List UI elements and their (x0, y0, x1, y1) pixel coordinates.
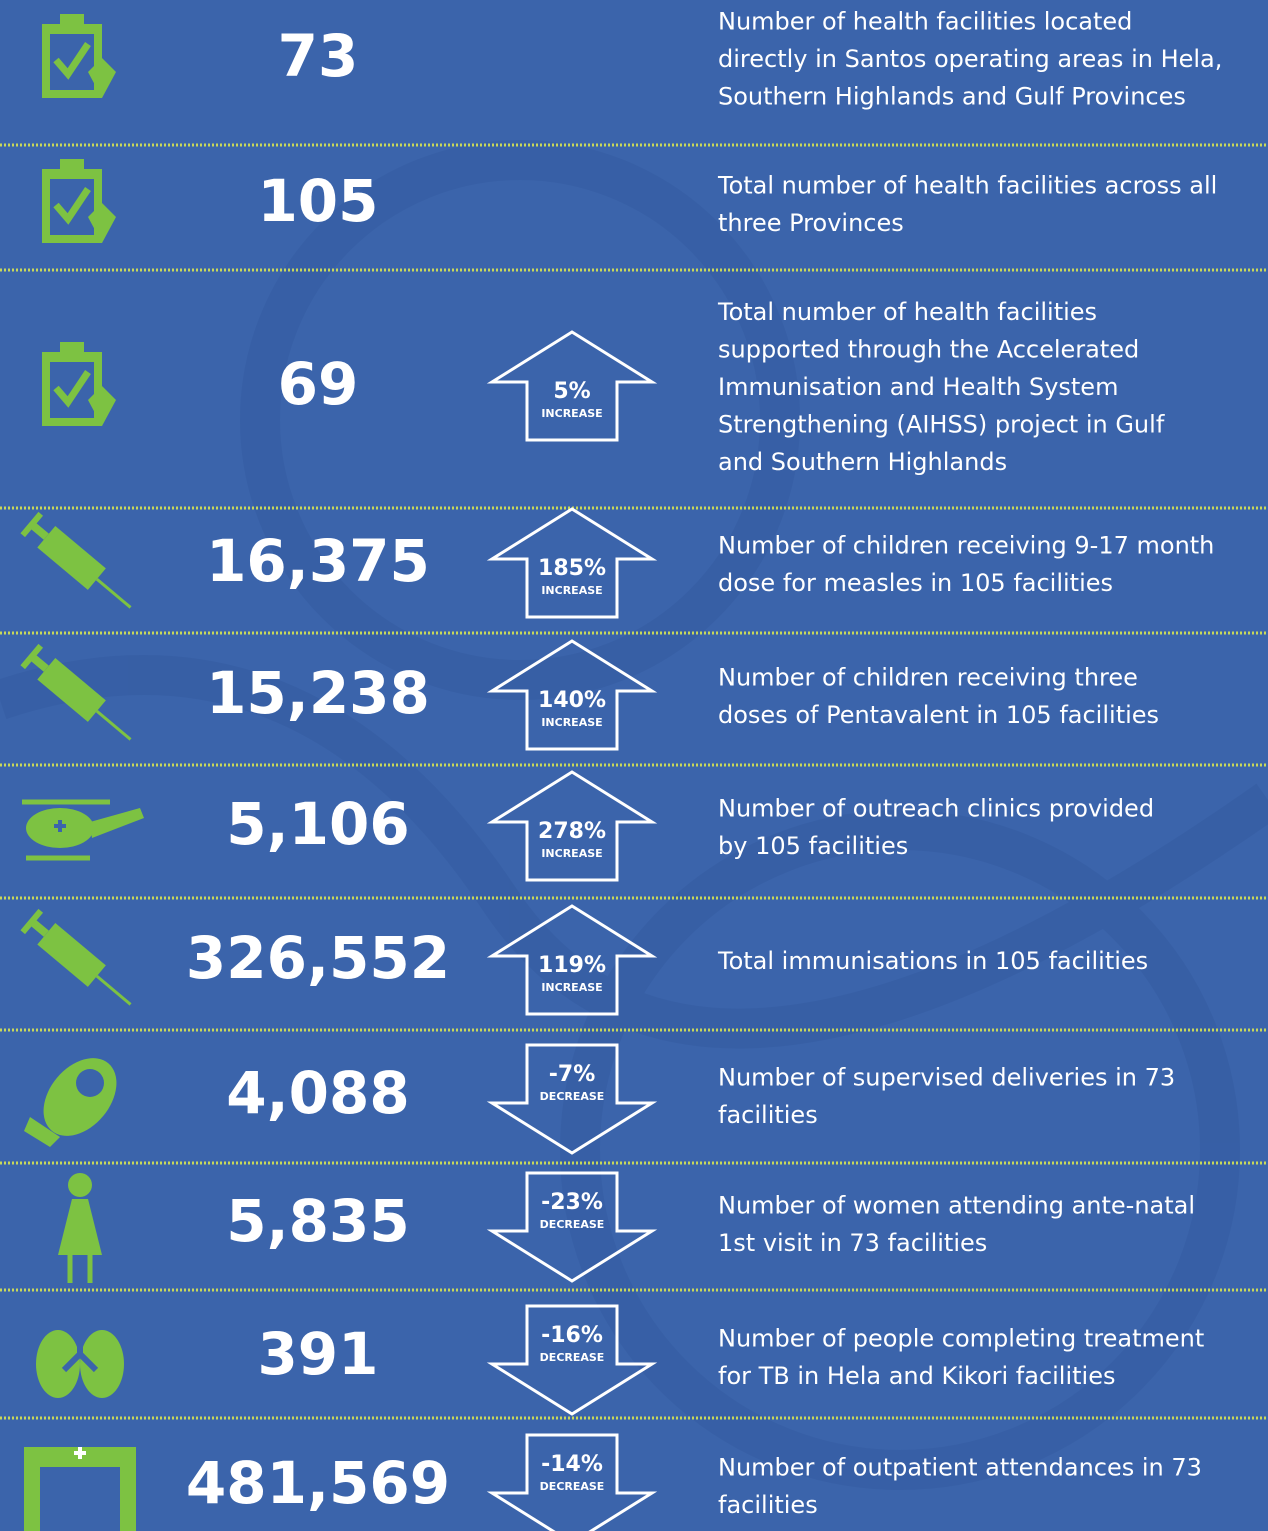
stat-value: 15,238 (206, 659, 430, 727)
description-line: Number of children receiving 9-17 month (718, 531, 1214, 559)
description-line: Number of outpatient attendances in 73 (718, 1453, 1202, 1481)
change-label: INCREASE (541, 981, 602, 994)
clip-top (60, 159, 84, 173)
clip-top (60, 342, 84, 356)
stat-value: 391 (257, 1320, 378, 1388)
description-line: Total immunisations in 105 facilities (717, 947, 1148, 975)
clip-top (60, 14, 84, 28)
page: 73 Number of health facilities located dir… (0, 0, 1268, 1531)
description-line: Number of supervised deliveries in 73 (718, 1063, 1175, 1091)
stat-value: 16,375 (206, 527, 430, 595)
stat-value: 73 (278, 22, 359, 90)
description-line: dose for measles in 105 facilities (718, 569, 1113, 597)
description-line: for TB in Hela and Kikori facilities (718, 1362, 1116, 1390)
change-label: DECREASE (540, 1351, 605, 1364)
change-label: INCREASE (541, 584, 602, 597)
change-percent: -16% (541, 1323, 603, 1348)
change-percent: -14% (541, 1452, 603, 1477)
description-line: Number of people completing treatment (718, 1324, 1204, 1352)
change-percent: 5% (553, 379, 590, 404)
change-percent: 140% (538, 688, 606, 713)
stat-value: 326,552 (186, 924, 450, 992)
description-line: Number of health facilities located (718, 8, 1132, 36)
description-line: Number of outreach clinics provided (718, 794, 1154, 822)
description-line: and Southern Highlands (718, 448, 1007, 476)
description-line: Immunisation and Health System (718, 373, 1118, 401)
description-line: Total number of health facilities (717, 298, 1097, 326)
face (76, 1069, 104, 1097)
change-percent: 119% (538, 953, 606, 978)
change-label: INCREASE (541, 716, 602, 729)
stat-value: 4,088 (226, 1059, 409, 1127)
stat-value: 105 (257, 167, 378, 235)
change-percent: -23% (541, 1190, 603, 1215)
description-line: Southern Highlands and Gulf Provinces (718, 83, 1186, 111)
description-line: by 105 facilities (718, 832, 908, 860)
stat-value: 481,569 (186, 1449, 450, 1517)
description-line: Strengthening (AIHSS) project in Gulf (718, 411, 1165, 439)
description-line: directly in Santos operating areas in He… (718, 45, 1222, 73)
stat-value: 69 (278, 350, 359, 418)
stat-value: 5,106 (226, 790, 409, 858)
description-line: Number of women attending ante-natal (718, 1191, 1195, 1219)
change-label: DECREASE (540, 1090, 605, 1103)
change-label: INCREASE (541, 847, 602, 860)
description-line: 1st visit in 73 facilities (718, 1229, 987, 1257)
description-line: three Provinces (718, 209, 904, 237)
description-line: supported through the Accelerated (718, 336, 1139, 364)
head (68, 1173, 92, 1197)
stat-value: 5,835 (226, 1187, 409, 1255)
infographic: 73 Number of health facilities located dir… (0, 0, 1268, 1531)
change-label: DECREASE (540, 1480, 605, 1493)
description-line: Total number of health facilities across… (717, 171, 1217, 199)
description-line: Number of children receiving three (718, 663, 1138, 691)
description-line: facilities (718, 1101, 818, 1129)
change-percent: 185% (538, 556, 606, 581)
change-label: DECREASE (540, 1218, 605, 1231)
description-line: facilities (718, 1491, 818, 1519)
change-percent: 278% (538, 819, 606, 844)
description-line: doses of Pentavalent in 105 facilities (718, 701, 1159, 729)
change-percent: -7% (549, 1062, 595, 1087)
change-label: INCREASE (541, 407, 602, 420)
